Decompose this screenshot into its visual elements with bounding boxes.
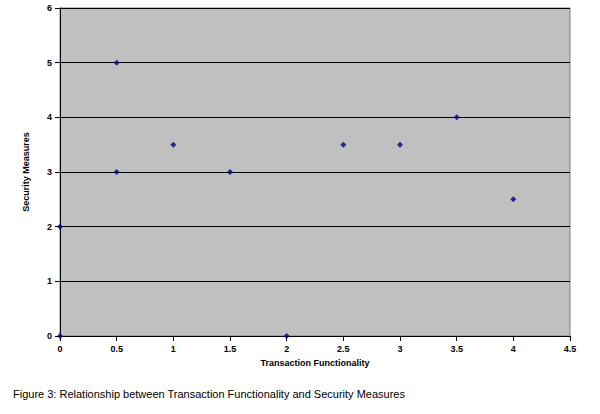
svg-text:4: 4 (47, 112, 52, 122)
svg-text:Security Measures: Security Measures (21, 132, 31, 212)
svg-text:0.5: 0.5 (110, 344, 123, 354)
svg-text:4: 4 (511, 344, 516, 354)
svg-text:3.5: 3.5 (450, 344, 463, 354)
svg-text:2: 2 (284, 344, 289, 354)
svg-text:1: 1 (171, 344, 176, 354)
svg-text:5: 5 (47, 58, 52, 68)
svg-text:4.5: 4.5 (564, 344, 577, 354)
svg-text:1.5: 1.5 (224, 344, 237, 354)
svg-text:3: 3 (47, 167, 52, 177)
svg-text:2: 2 (47, 222, 52, 232)
svg-text:1: 1 (47, 276, 52, 286)
svg-text:6: 6 (47, 3, 52, 13)
svg-text:Transaction Functionality: Transaction Functionality (260, 358, 369, 368)
svg-text:2.5: 2.5 (337, 344, 350, 354)
svg-text:0: 0 (57, 344, 62, 354)
svg-text:Figure 3: Relationship between: Figure 3: Relationship between Transacti… (13, 388, 405, 400)
svg-text:0: 0 (47, 331, 52, 341)
svg-text:3: 3 (397, 344, 402, 354)
